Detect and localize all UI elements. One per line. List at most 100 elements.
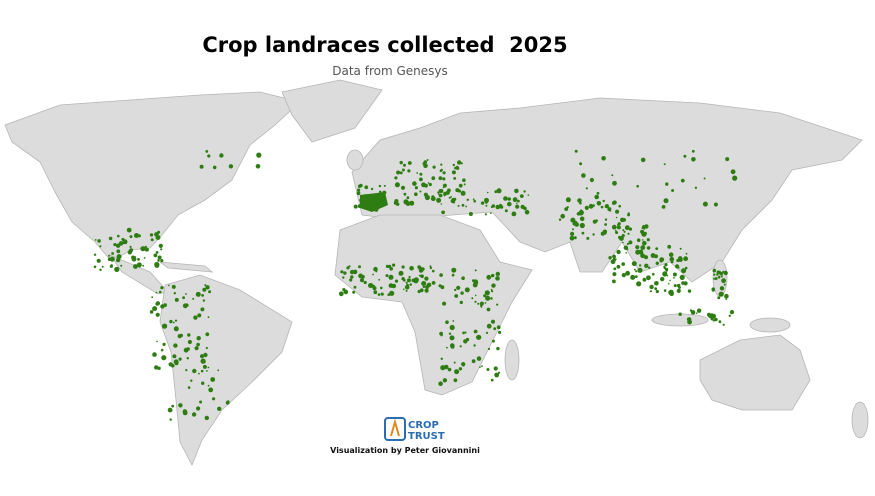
collection-site [678,312,682,316]
collection-site [719,286,725,291]
collection-site [496,346,500,351]
collection-site [440,203,443,205]
british-isles [346,149,364,171]
collection-site [473,279,479,285]
collection-site [160,286,164,290]
collection-site [669,279,671,282]
collection-site [186,357,189,360]
collection-site [627,232,630,235]
collection-site [648,266,651,269]
collection-site [198,372,200,375]
collection-site [642,240,647,246]
collection-site [228,164,234,169]
collection-site [168,284,170,287]
collection-site [486,191,489,194]
collection-site [671,189,675,192]
collection-site [622,241,624,244]
collection-site [96,258,101,263]
collection-site [464,331,467,334]
collection-site [579,162,583,166]
south-america [159,274,293,466]
collection-site [206,370,208,372]
collection-site [633,268,636,271]
collection-site [474,300,477,303]
collection-site [484,197,489,203]
collection-site [187,386,191,389]
collection-site [679,247,682,250]
collection-site [449,324,455,331]
collection-site [602,199,605,203]
collection-site [682,269,685,272]
collection-site [474,269,477,272]
collection-site [190,379,193,382]
collection-site [464,287,470,293]
collection-site [110,264,113,267]
collection-site [162,323,168,329]
collection-site [203,361,206,364]
collection-site [507,197,512,201]
collection-site [643,255,649,260]
collection-site [380,292,384,296]
collection-site [655,247,659,251]
collection-site [413,278,419,284]
collection-site [507,201,512,207]
collection-site [646,238,650,242]
collection-site [725,298,728,300]
collection-site [370,187,374,191]
collection-site [378,184,382,188]
collection-site [490,297,493,300]
collection-site [192,297,195,300]
collection-site [368,283,373,288]
collection-site [643,232,647,236]
collection-site [163,303,168,307]
collection-site [490,319,496,324]
collection-site [408,275,411,279]
collection-site [565,197,571,203]
collection-site [636,281,642,287]
collection-site [581,231,585,235]
collection-site [663,163,666,166]
collection-site [496,303,499,306]
collection-site [451,273,455,277]
collection-site [405,201,411,207]
collection-site [491,204,496,208]
logo-text: CROP [408,420,439,431]
collection-site [192,368,197,374]
collection-site [372,273,374,276]
collection-site [174,319,178,322]
collection-site [114,266,120,272]
collection-site [714,317,718,322]
collection-site [193,315,198,320]
collection-site [448,196,451,199]
collection-site [99,268,102,271]
collection-site [204,415,209,421]
collection-site [454,294,459,298]
collection-site [569,235,575,241]
collection-site [453,361,456,364]
collection-site [511,211,517,217]
collection-site [564,207,569,212]
collection-site [445,320,449,325]
collection-site [402,278,406,282]
collection-site [173,326,179,332]
collection-site [182,296,186,300]
collection-site [612,279,616,284]
collection-site [732,175,738,181]
collection-site [641,226,644,230]
collection-site [149,310,154,314]
collection-site [495,204,501,210]
collection-site [187,339,192,345]
collection-site [195,291,201,297]
collection-site [454,288,457,292]
collection-site [409,200,415,206]
collection-site [684,266,688,270]
collection-site [652,272,655,276]
collection-site [480,306,483,308]
collection-site [438,284,442,288]
collection-site [385,264,389,268]
collection-site [358,265,361,269]
collection-site [601,156,606,161]
collection-site [694,186,698,189]
collection-site [495,276,500,281]
collection-site [457,160,462,165]
